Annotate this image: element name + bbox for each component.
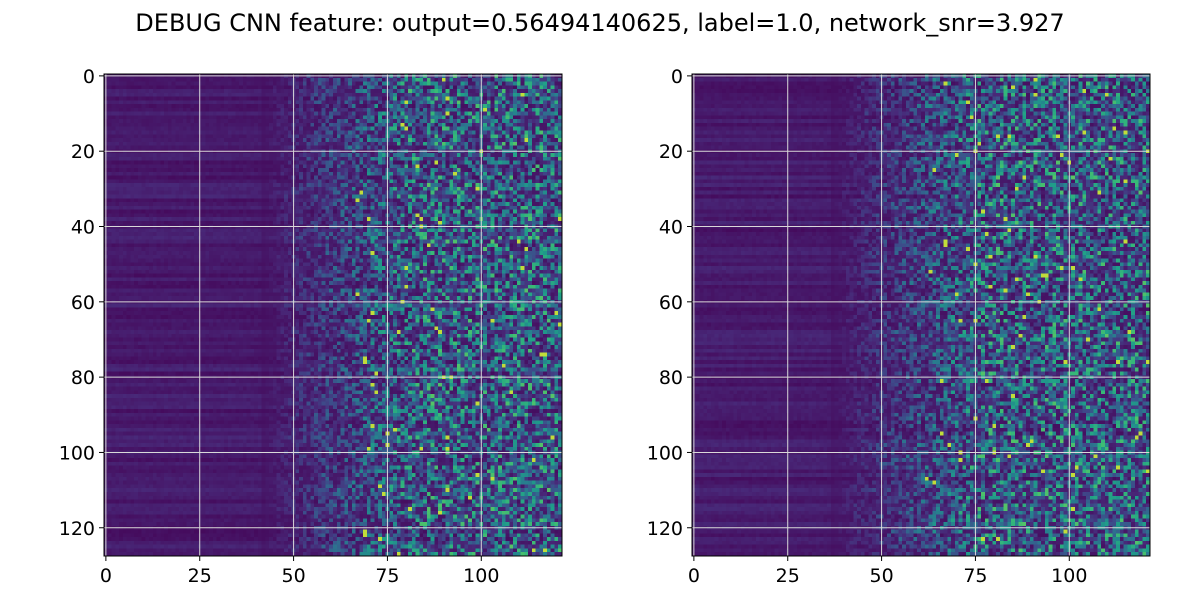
heatmap-image: [692, 74, 1150, 556]
x-tick-label: 50: [281, 565, 305, 587]
x-tick-label: 0: [688, 565, 700, 587]
y-tick-label: 80: [71, 367, 95, 389]
x-tick-label: 0: [100, 565, 112, 587]
y-tick-label: 80: [659, 367, 683, 389]
y-tick-label: 20: [659, 141, 683, 163]
y-tick-label: 60: [71, 292, 95, 314]
x-tick-label: 75: [963, 565, 987, 587]
y-tick-label: 120: [647, 518, 683, 540]
y-tick-label: 100: [647, 442, 683, 464]
plot-frame: [103, 73, 563, 557]
y-tick-label: 100: [59, 442, 95, 464]
x-tick-label: 100: [1051, 565, 1087, 587]
y-tick-label: 60: [659, 292, 683, 314]
y-tick-label: 20: [71, 141, 95, 163]
x-tick-label: 75: [375, 565, 399, 587]
heatmap-panel-right: 0 25 50 75 100 0 20 40 60 80 100 120: [647, 66, 1151, 587]
x-tick-label: 50: [869, 565, 893, 587]
x-tick-label: 25: [188, 565, 212, 587]
heatmap-image: [104, 74, 562, 556]
y-tick-label: 0: [671, 66, 683, 88]
heatmap-panel-left: 0 25 50 75 100 0 20 40 60 80 100 120: [59, 66, 563, 587]
x-tick-label: 25: [776, 565, 800, 587]
figure-title: DEBUG CNN feature: output=0.56494140625,…: [135, 9, 1065, 37]
plot-frame: [691, 73, 1151, 557]
y-tick-label: 40: [659, 217, 683, 239]
x-tick-label: 100: [463, 565, 499, 587]
y-tick-label: 0: [83, 66, 95, 88]
y-tick-label: 120: [59, 518, 95, 540]
y-tick-label: 40: [71, 217, 95, 239]
